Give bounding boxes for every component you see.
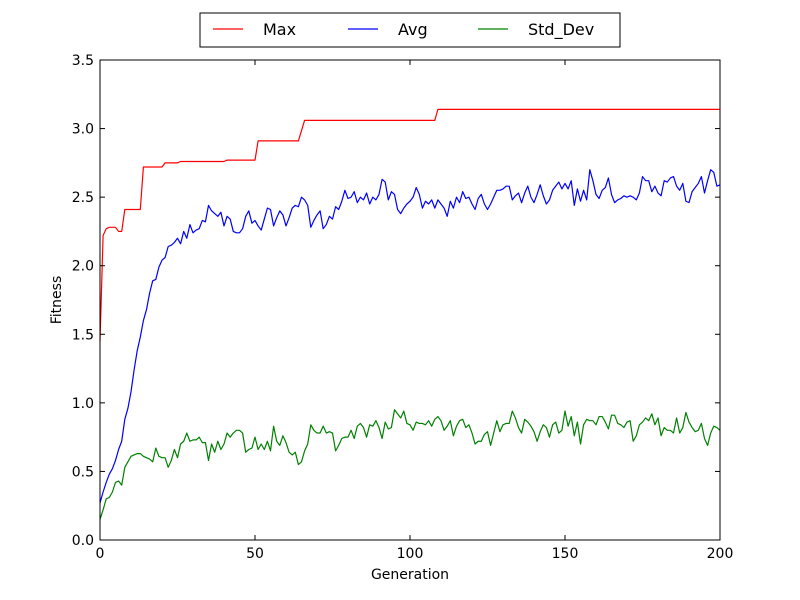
y-tick-label: 1.5 xyxy=(72,327,94,343)
y-tick-label: 3.0 xyxy=(72,122,94,138)
legend-frame xyxy=(199,12,621,48)
series-line-avg xyxy=(99,169,721,504)
legend-label-max: Max xyxy=(263,20,296,39)
y-tick-label: 3.5 xyxy=(72,53,94,69)
x-axis-label: Generation xyxy=(371,567,449,583)
series-line-max xyxy=(99,108,720,342)
x-tick-label: 0 xyxy=(96,546,105,562)
y-tick-label: 2.0 xyxy=(72,259,94,275)
x-tick-label: 150 xyxy=(552,546,579,562)
y-axis-label: Fitness xyxy=(49,276,65,325)
tick-layer: 0 50 100 150 200 0.0 0.5 1.0 1.5 2.0 2.5 3.0 3.5 xyxy=(72,53,734,562)
y-tick-label: 1.0 xyxy=(72,396,94,412)
legend-label-avg: Avg xyxy=(398,20,428,39)
series-line-std-dev xyxy=(99,409,721,520)
x-tick-label: 100 xyxy=(397,546,424,562)
y-tick-label: 0.5 xyxy=(72,464,94,480)
y-tick-label: 0.0 xyxy=(72,533,94,549)
x-tick-label: 200 xyxy=(707,546,734,562)
series-layer xyxy=(99,108,721,520)
y-tick-label: 2.5 xyxy=(72,190,94,206)
x-tick-label: 50 xyxy=(246,546,264,562)
legend-label-std-dev: Std_Dev xyxy=(528,20,594,40)
legend: Max Avg Std_Dev xyxy=(199,12,621,48)
